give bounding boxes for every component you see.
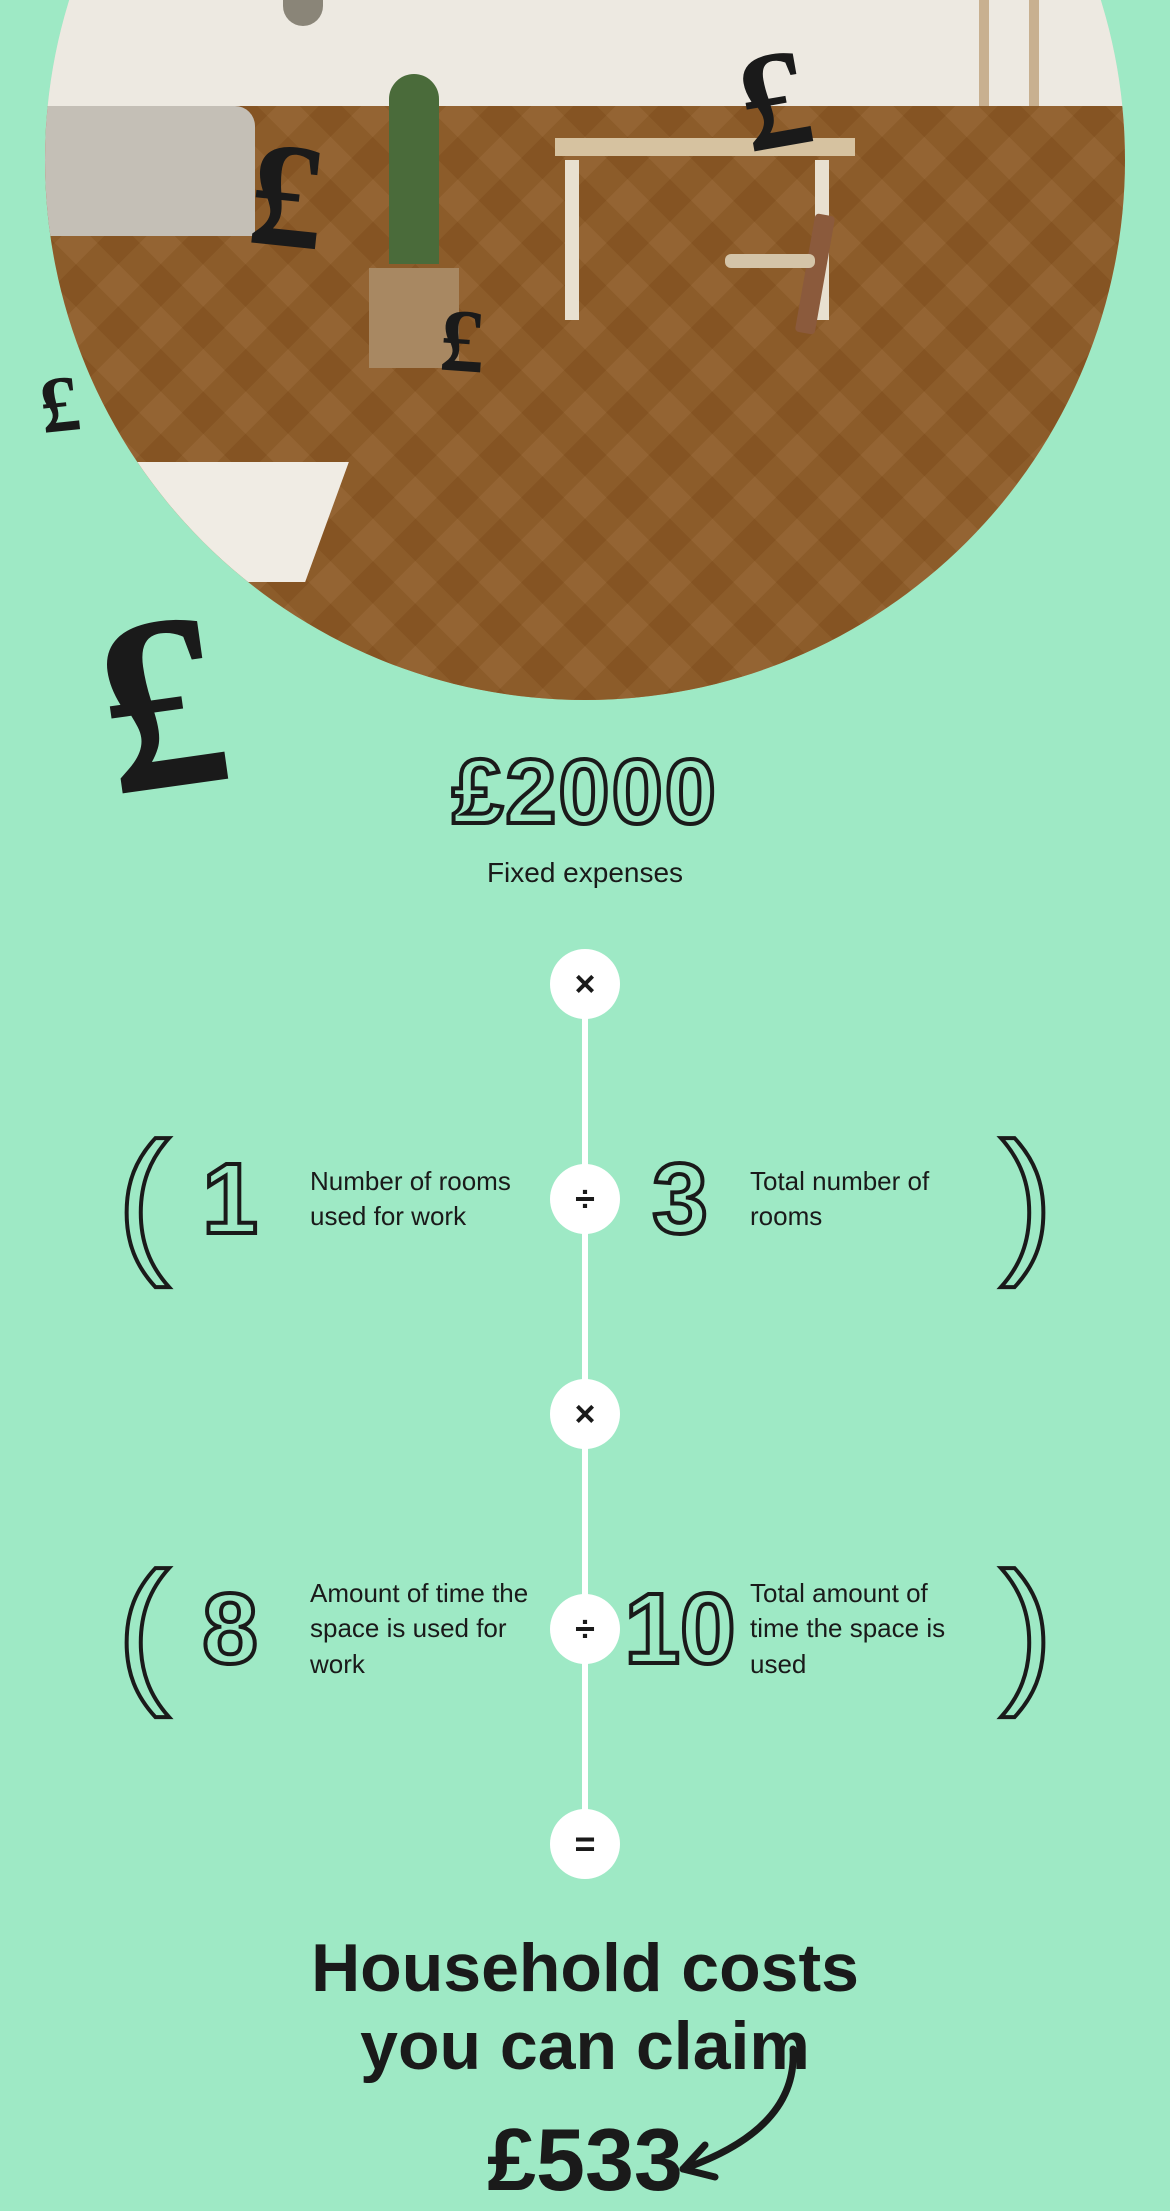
result-title: Household costs you can claim [0, 1929, 1170, 2085]
desk-leg [565, 160, 579, 320]
time-for-work-label: Amount of time the space is used for wor… [290, 1576, 550, 1681]
paren-open-icon: ( [117, 1549, 170, 1709]
total-rooms-value: 3 [620, 1142, 740, 1257]
operator-equals: = [550, 1809, 620, 1879]
operator-divide: ÷ [550, 1164, 620, 1234]
operator-multiply: × [550, 1379, 620, 1449]
fixed-expenses-label: Fixed expenses [0, 857, 1170, 889]
operator-divide: ÷ [550, 1594, 620, 1664]
total-time-value: 10 [620, 1572, 740, 1687]
pound-icon: £ [436, 289, 488, 395]
paren-open-icon: ( [117, 1119, 170, 1279]
arrow-icon [643, 2039, 813, 2199]
result-amount-wrap: £533 [487, 2109, 683, 2211]
room-sofa [45, 106, 255, 236]
ratio-rooms: ( 1 Number of rooms used for work ÷ 3 To… [0, 1019, 1170, 1379]
total-rooms-label: Total number of rooms [740, 1164, 1000, 1234]
paren-close-icon: ) [1000, 1119, 1053, 1279]
infographic-content: £2000 Fixed expenses × ( 1 Number of roo… [0, 740, 1170, 2211]
result-title-line1: Household costs [311, 1930, 859, 2006]
rooms-for-work-label: Number of rooms used for work [290, 1164, 550, 1234]
fixed-expenses-amount: £2000 [0, 740, 1170, 845]
room-chair [715, 214, 825, 354]
ratio-time: ( 8 Amount of time the space is used for… [0, 1449, 1170, 1809]
result-section: Household costs you can claim £533 [0, 1929, 1170, 2211]
calculation-column: × ( 1 Number of rooms used for work ÷ 3 … [0, 949, 1170, 1879]
operator-multiply: × [550, 949, 620, 1019]
rooms-for-work-value: 1 [170, 1142, 290, 1257]
time-for-work-value: 8 [170, 1572, 290, 1687]
total-time-label: Total amount of time the space is used [740, 1576, 1000, 1681]
room-plant [369, 74, 459, 264]
paren-close-icon: ) [1000, 1549, 1053, 1709]
